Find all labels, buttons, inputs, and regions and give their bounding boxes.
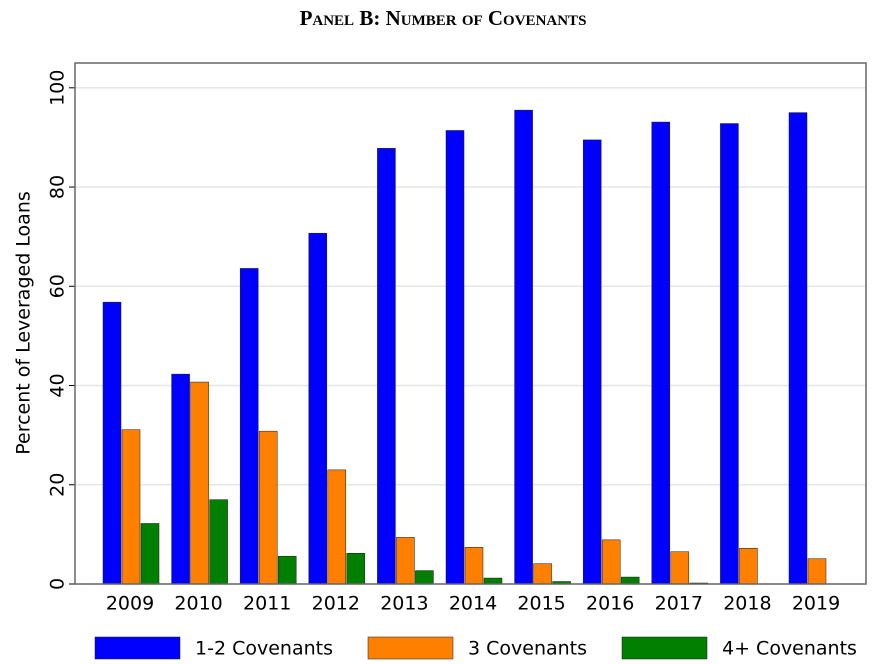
y-tick-label: 100: [47, 70, 69, 106]
y-tick-label: 20: [47, 473, 69, 497]
bar: [308, 232, 328, 585]
bar: [601, 539, 621, 585]
bar: [620, 576, 640, 585]
bar: [209, 499, 228, 585]
bar: [190, 381, 209, 585]
bar: [140, 523, 160, 585]
x-tick-label: 2009: [106, 593, 154, 615]
bar: [258, 430, 278, 585]
bar: [670, 551, 690, 585]
y-tick-label: 40: [47, 373, 69, 397]
y-axis-label: Percent of Leveraged Loans: [13, 191, 35, 455]
x-tick-label: 2018: [723, 593, 771, 615]
chart-title: Panel B: Number of Covenants: [300, 6, 587, 30]
x-tick-label: 2010: [174, 593, 222, 615]
bar: [533, 563, 552, 585]
x-tick-label: 2012: [312, 593, 360, 615]
x-tick-label: 2011: [243, 593, 291, 615]
x-tick-label: 2015: [517, 593, 565, 615]
x-tick-label: 2019: [792, 593, 840, 615]
y-tick-label: 0: [47, 578, 69, 590]
bar: [445, 130, 465, 585]
bar: [415, 570, 434, 585]
legend-swatch: [94, 636, 181, 660]
plot-border: [74, 62, 867, 585]
bar: [171, 373, 190, 585]
bar: [807, 558, 827, 585]
bar: [582, 139, 602, 585]
legend-label: 4+ Covenants: [722, 638, 857, 660]
bar: [788, 112, 808, 585]
x-tick-label: 2013: [380, 593, 428, 615]
bar: [327, 469, 347, 585]
legend-label: 3 Covenants: [468, 638, 587, 660]
x-tick-label: 2017: [655, 593, 703, 615]
bar: [277, 555, 297, 585]
bar: [239, 268, 259, 585]
bar: [102, 301, 122, 585]
x-tick-label: 2016: [586, 593, 634, 615]
bar: [377, 148, 396, 585]
legend-label: 1-2 Covenants: [195, 638, 333, 660]
bar: [514, 109, 533, 585]
bar: [396, 537, 415, 585]
bar: [483, 577, 503, 585]
x-tick-label: 2014: [449, 593, 497, 615]
legend-swatch: [621, 636, 708, 660]
y-tick-label: 60: [47, 274, 69, 298]
legend-swatch: [367, 636, 454, 660]
bar: [464, 547, 484, 585]
bar: [651, 121, 671, 585]
bar: [720, 123, 739, 585]
bar: [121, 429, 141, 585]
bar: [346, 552, 366, 585]
bar: [739, 548, 758, 585]
y-tick-label: 80: [47, 175, 69, 199]
